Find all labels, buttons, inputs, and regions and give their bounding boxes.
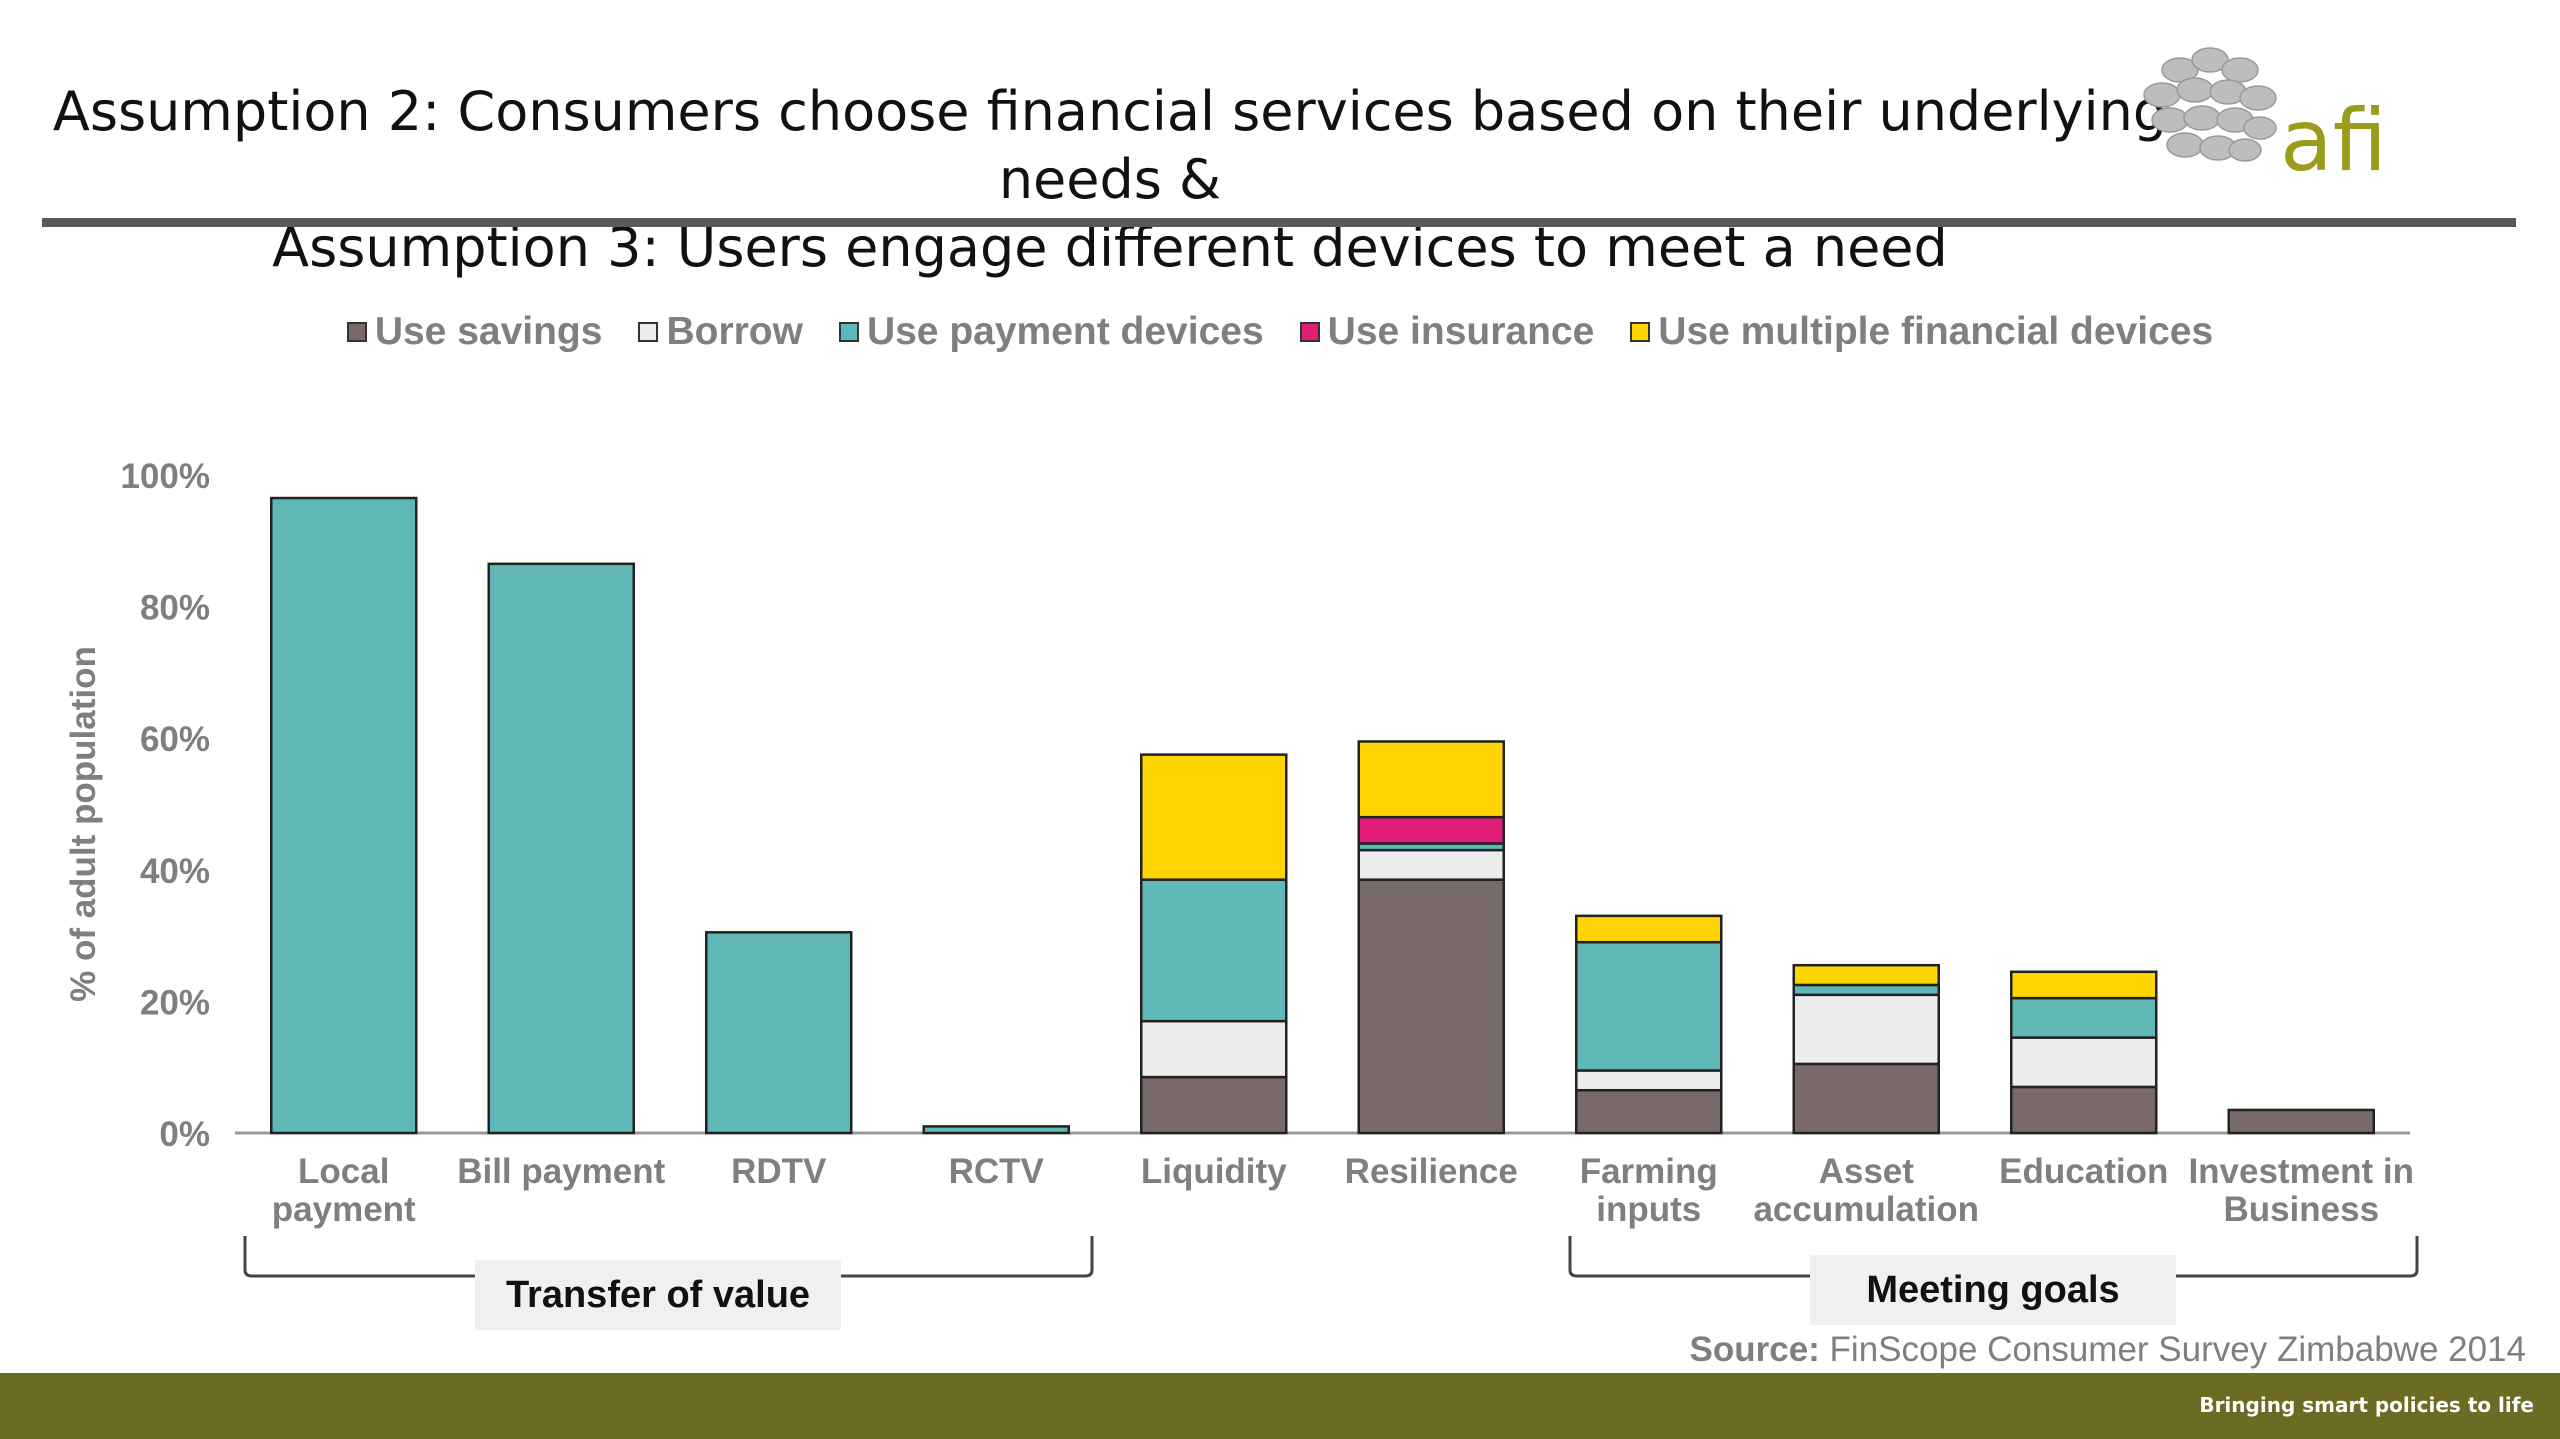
title-line-1: Assumption 2: Consumers choose financial… [52, 80, 2168, 211]
bar-segment-6-4 [1575, 914, 1723, 944]
bar-segment-7-2 [1792, 983, 1940, 997]
bar-segment-6-0 [1575, 1088, 1723, 1135]
chart-legend: Use savings Borrow Use payment devices Use … [0, 310, 2560, 354]
x-tick-label: Resilience [1345, 1152, 1518, 1191]
source-label: Source: [1689, 1330, 1820, 1369]
bar-segment-3-2 [922, 1125, 1070, 1135]
x-tick-label: inputs [1596, 1190, 1701, 1229]
bar-segment-4-0 [1140, 1075, 1288, 1135]
bar-segment-5-0 [1357, 878, 1505, 1135]
legend-item-2: Use payment devices [838, 310, 1264, 354]
x-tick-label: accumulation [1753, 1190, 1979, 1229]
bar-segment-6-2 [1575, 940, 1723, 1072]
legend-item-4: Use multiple financial devices [1630, 310, 2213, 354]
bar-segment-7-1 [1792, 993, 1940, 1066]
logo-text: afi [2280, 91, 2387, 190]
footer-tagline: Bringing smart policies to life [2199, 1393, 2534, 1417]
bar-segment-7-4 [1792, 963, 1940, 987]
x-tick-label: Education [1999, 1152, 2168, 1191]
legend-swatch [1299, 322, 1320, 342]
bar-segment-8-4 [2010, 970, 2158, 1000]
x-tick-label: Asset [1819, 1152, 1915, 1191]
legend-label: Use savings [374, 310, 603, 353]
bar-segment-4-2 [1140, 878, 1288, 1023]
legend-label: Borrow [666, 310, 803, 353]
footer-bar: Bringing smart policies to life [0, 1373, 2560, 1439]
bar-segment-8-1 [2010, 1036, 2158, 1089]
y-tick-label: 100% [120, 457, 210, 496]
legend-label: Use payment devices [866, 310, 1264, 353]
bar-segment-4-1 [1140, 1019, 1288, 1079]
y-tick-label: 80% [140, 589, 210, 628]
legend-item-3: Use insurance [1299, 310, 1595, 354]
bar-segment-4-4 [1140, 753, 1288, 881]
bar-segment-7-0 [1792, 1062, 1940, 1135]
bar-segment-6-1 [1575, 1069, 1723, 1092]
bar-segment-0-2 [270, 496, 418, 1135]
x-tick-label: Liquidity [1141, 1152, 1287, 1191]
source-text: FinScope Consumer Survey Zimbabwe 2014 [1829, 1330, 2526, 1369]
legend-item-0: Use savings [346, 310, 603, 354]
legend-label: Use insurance [1327, 310, 1595, 353]
x-tick-label: RCTV [949, 1152, 1045, 1191]
bar-segment-1-2 [487, 562, 635, 1135]
legend-swatch [838, 322, 859, 342]
y-tick-label: 20% [140, 983, 210, 1022]
x-tick-label: Local [298, 1152, 389, 1191]
bar-segment-5-4 [1357, 740, 1505, 819]
group-label-transfer: Transfer of value [475, 1260, 841, 1330]
y-tick-label: 60% [140, 720, 210, 759]
bar-segment-8-2 [2010, 996, 2158, 1039]
title-divider [42, 218, 2516, 227]
legend-swatch [346, 322, 367, 342]
y-tick-label: 40% [140, 852, 210, 891]
bar-segment-2-2 [705, 931, 853, 1135]
bar-segment-8-0 [2010, 1085, 2158, 1135]
group-label-meeting: Meeting goals [1810, 1255, 2176, 1325]
x-tick-label: payment [272, 1190, 416, 1229]
x-tick-label: Bill payment [457, 1152, 665, 1191]
y-axis-label: % of adult population [64, 646, 103, 1002]
bar-segment-5-1 [1357, 848, 1505, 881]
afi-logo: afi [2143, 47, 2387, 190]
legend-label: Use multiple financial devices [1658, 310, 2214, 353]
legend-swatch [1630, 322, 1651, 342]
legend-item-1: Borrow [638, 310, 803, 354]
legend-swatch [638, 322, 659, 342]
x-tick-label: Farming [1580, 1152, 1718, 1191]
x-tick-label: Business [2223, 1190, 2379, 1229]
x-tick-label: Investment in [2188, 1152, 2414, 1191]
bar-segment-9-0 [2227, 1108, 2375, 1135]
source-note: Source: FinScope Consumer Survey Zimbabw… [1690, 1330, 2527, 1370]
x-tick-label: RDTV [731, 1152, 827, 1191]
bar-segment-5-3 [1357, 815, 1505, 845]
y-tick-label: 0% [159, 1115, 210, 1154]
